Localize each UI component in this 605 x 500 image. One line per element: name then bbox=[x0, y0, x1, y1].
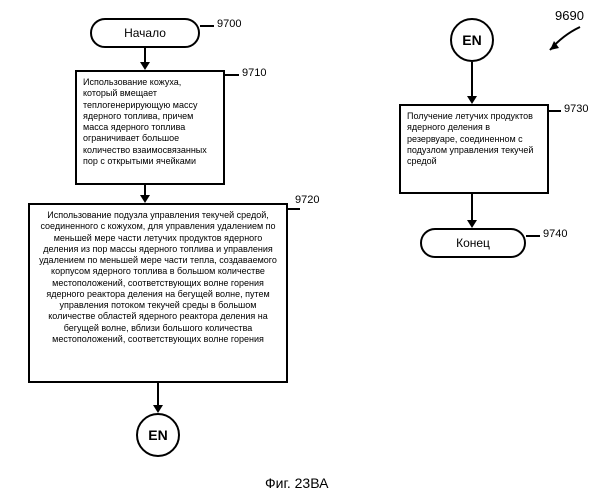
ref-9740: 9740 bbox=[543, 228, 567, 240]
right-step-box: Получение летучих продуктов ядерного дел… bbox=[399, 104, 549, 194]
arrow-4 bbox=[471, 62, 473, 98]
left-connector: EN bbox=[136, 413, 180, 457]
end-terminal: Конец bbox=[420, 228, 526, 258]
ref-leader-9700 bbox=[200, 25, 214, 27]
arrow-4-head bbox=[467, 96, 477, 104]
step1-text: Использование кожуха, который вмещает те… bbox=[83, 77, 207, 166]
figure-ref-label: 9690 bbox=[555, 8, 584, 23]
ref-9730: 9730 bbox=[564, 103, 588, 115]
figure-ref-arrow bbox=[545, 25, 585, 55]
right-connector: EN bbox=[450, 18, 494, 62]
arrow-3-head bbox=[153, 405, 163, 413]
arrow-2-head bbox=[140, 195, 150, 203]
left-connector-label: EN bbox=[148, 427, 167, 443]
ref-leader-9710 bbox=[225, 74, 239, 76]
step2-text: Использование подузла управления текучей… bbox=[39, 210, 277, 344]
step2-box: Использование подузла управления текучей… bbox=[28, 203, 288, 383]
right-connector-label: EN bbox=[462, 32, 481, 48]
right-step-text: Получение летучих продуктов ядерного дел… bbox=[407, 111, 533, 166]
ref-9720: 9720 bbox=[295, 194, 319, 206]
ref-9710: 9710 bbox=[242, 67, 266, 79]
end-label: Конец bbox=[456, 236, 490, 250]
arrow-1-head bbox=[140, 62, 150, 70]
start-terminal: Начало bbox=[90, 18, 200, 48]
figure-caption: Фиг. 23ВА bbox=[265, 475, 328, 491]
step1-box: Использование кожуха, который вмещает те… bbox=[75, 70, 225, 185]
ref-leader-9740 bbox=[526, 235, 540, 237]
arrow-3 bbox=[157, 383, 159, 407]
ref-9700: 9700 bbox=[217, 18, 241, 30]
arrow-5-head bbox=[467, 220, 477, 228]
arrow-5 bbox=[471, 194, 473, 222]
ref-leader-9720 bbox=[288, 208, 300, 210]
ref-leader-9730 bbox=[549, 110, 561, 112]
start-label: Начало bbox=[124, 26, 166, 40]
